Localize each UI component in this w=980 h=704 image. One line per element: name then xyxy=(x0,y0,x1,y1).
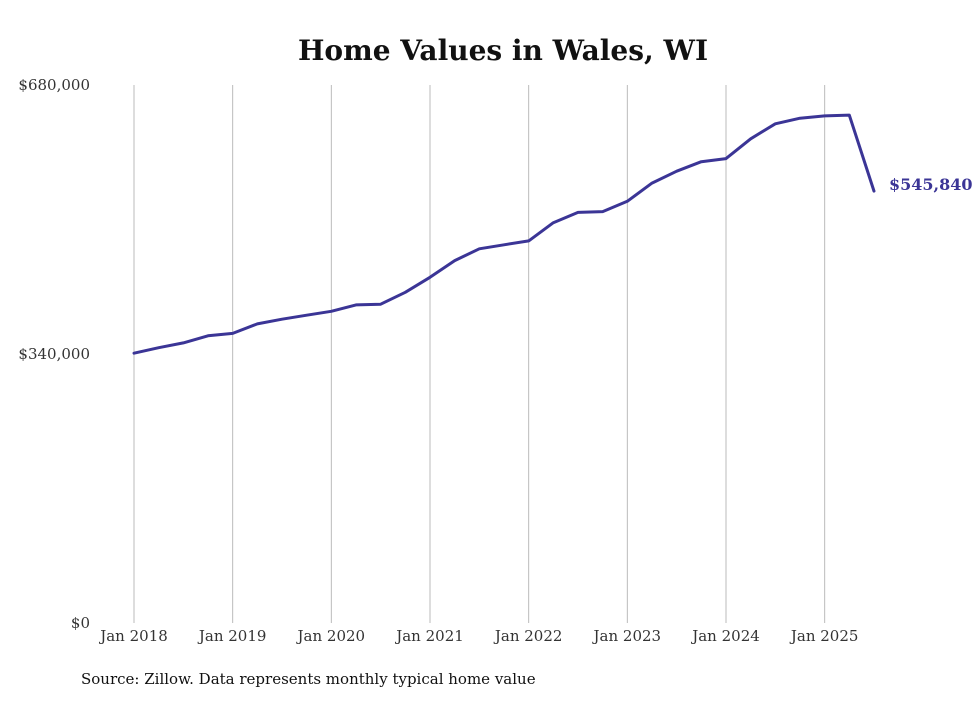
gridlines xyxy=(133,85,826,623)
x-tick-label: Jan 2019 xyxy=(197,627,267,645)
y-tick-label: $340,000 xyxy=(18,345,90,363)
x-tick-label: Jan 2018 xyxy=(98,627,168,645)
x-tick-label: Jan 2023 xyxy=(592,627,662,645)
y-tick-label: $680,000 xyxy=(18,76,90,94)
y-tick-label: $0 xyxy=(71,614,90,632)
x-tick-label: Jan 2021 xyxy=(394,627,464,645)
series-layer xyxy=(132,113,876,355)
end-value-label: $545,840 xyxy=(889,175,973,194)
x-axis-ticks: Jan 2018 Jan 2019 Jan 2020 Jan 2021 Jan 2022… xyxy=(98,627,858,645)
chart-title: Home Values in Wales, WI xyxy=(298,34,708,67)
x-tick-label: Jan 2025 xyxy=(789,627,859,645)
series-line xyxy=(132,113,876,355)
y-axis-ticks: $0 $340,000 $680,000 xyxy=(18,76,90,632)
x-tick-label: Jan 2024 xyxy=(690,627,760,645)
x-tick-label: Jan 2022 xyxy=(493,627,563,645)
x-tick-label: Jan 2020 xyxy=(296,627,366,645)
source-note: Source: Zillow. Data represents monthly … xyxy=(81,670,536,688)
